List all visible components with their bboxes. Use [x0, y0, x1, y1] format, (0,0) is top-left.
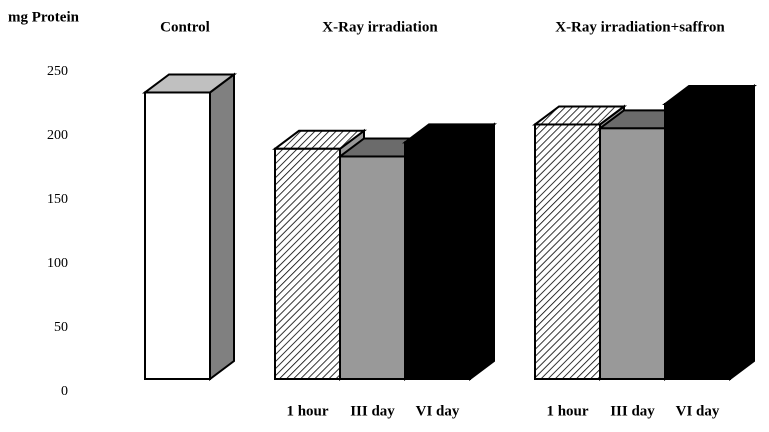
y-tick-label: 0: [61, 384, 68, 399]
y-axis-label: mg Protein: [8, 9, 80, 25]
bar-front: [664, 103, 731, 380]
bar: [401, 122, 498, 381]
x-tick-label: 1 hour: [546, 403, 588, 419]
bar-front: [339, 155, 406, 380]
bar-side: [729, 84, 755, 381]
bar: [142, 72, 237, 381]
bar-front: [599, 127, 666, 380]
x-tick-label: III day: [350, 403, 395, 419]
x-tick-label: VI day: [416, 403, 460, 419]
x-tick-label: VI day: [676, 403, 720, 419]
y-tick-label: 250: [47, 64, 68, 79]
bar-front: [274, 147, 341, 380]
y-tick-label: 200: [47, 128, 68, 143]
bar-front: [404, 141, 471, 380]
group-title: X-Ray irradiation: [322, 19, 438, 35]
x-tick-label: 1 hour: [286, 403, 328, 419]
bar-front: [144, 91, 211, 380]
y-tick-label: 100: [47, 256, 68, 271]
x-tick-label: III day: [610, 403, 655, 419]
bar-side: [469, 122, 495, 381]
bar: [662, 84, 757, 381]
group-title: Control: [160, 19, 210, 35]
bar-front: [534, 123, 601, 381]
bar-side: [209, 72, 235, 381]
y-tick-label: 50: [54, 320, 68, 335]
group-title: X-Ray irradiation+saffron: [555, 19, 725, 35]
y-tick-label: 150: [47, 192, 68, 207]
